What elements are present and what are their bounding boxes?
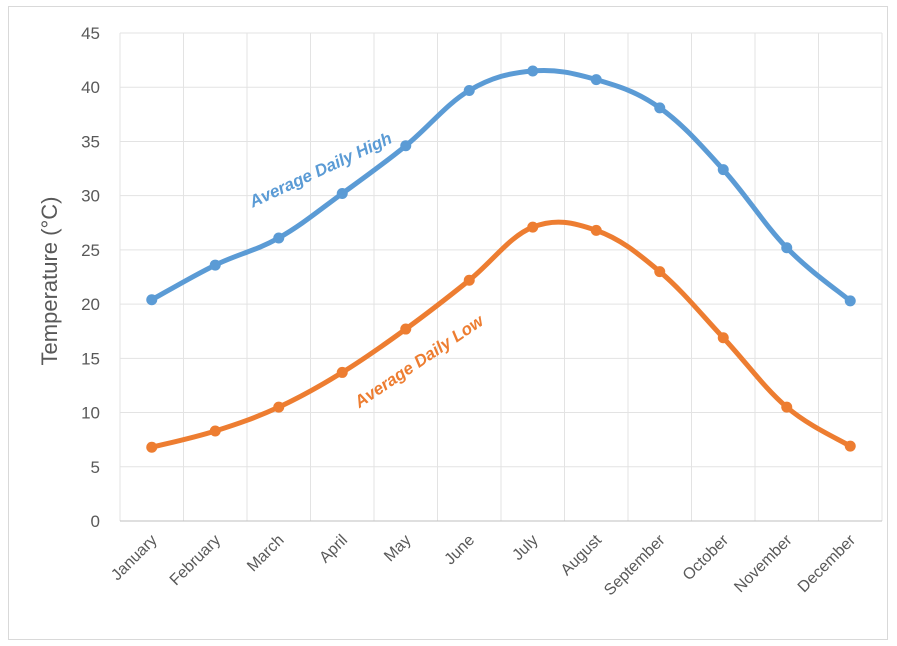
data-point-low — [781, 401, 793, 413]
data-point-high — [400, 140, 412, 152]
data-point-high — [654, 102, 666, 114]
x-tick-label: December — [795, 531, 860, 596]
data-point-high — [590, 74, 602, 86]
y-tick-label: 20 — [81, 295, 100, 314]
data-point-low — [336, 366, 348, 378]
data-point-low — [209, 425, 221, 437]
chart-frame — [8, 6, 888, 640]
data-point-high — [209, 259, 221, 271]
y-tick-label: 15 — [81, 349, 100, 368]
x-tick-label: October — [680, 531, 733, 584]
data-point-low — [590, 224, 602, 236]
data-point-low — [844, 440, 856, 452]
data-point-low — [527, 221, 539, 233]
y-tick-label: 10 — [81, 404, 100, 423]
x-tick-label: January — [108, 532, 160, 584]
grid — [119, 32, 883, 522]
data-point-low — [273, 401, 285, 413]
x-tick-label: July — [509, 532, 541, 564]
y-tick-label: 25 — [81, 241, 100, 260]
y-tick-label: 40 — [81, 78, 100, 97]
y-tick-labels: 0 5 10 15 20 25 30 35 40 45 — [81, 24, 100, 531]
data-point-high — [781, 242, 793, 254]
x-tick-label: August — [558, 531, 606, 579]
x-tick-label: June — [442, 532, 479, 569]
data-point-low — [463, 274, 475, 286]
data-point-high — [844, 295, 856, 307]
data-point-high — [336, 187, 348, 199]
x-tick-label: April — [316, 532, 351, 567]
x-tick-label: March — [244, 532, 287, 575]
data-point-high — [717, 164, 729, 176]
y-tick-label: 35 — [81, 132, 100, 151]
data-point-low — [717, 332, 729, 344]
y-tick-label: 30 — [81, 187, 100, 206]
y-axis-label: Temperature (°C) — [37, 197, 62, 366]
x-tick-labels: January February March April May June July Augu… — [108, 531, 859, 599]
data-point-high — [527, 65, 539, 77]
data-point-high — [463, 84, 475, 96]
x-tick-label: September — [601, 531, 669, 599]
x-tick-label: November — [731, 531, 796, 596]
data-point-high — [273, 232, 285, 244]
series-label-low: Average Daily Low — [350, 310, 488, 412]
y-tick-label: 0 — [91, 512, 100, 531]
data-point-low — [400, 323, 412, 335]
x-tick-label: May — [381, 532, 414, 565]
y-tick-label: 5 — [91, 458, 100, 477]
data-point-low — [146, 441, 158, 453]
x-tick-label: February — [167, 532, 224, 589]
data-point-high — [146, 294, 158, 306]
series-points — [146, 65, 856, 453]
data-point-low — [654, 266, 666, 278]
y-tick-label: 45 — [81, 24, 100, 43]
